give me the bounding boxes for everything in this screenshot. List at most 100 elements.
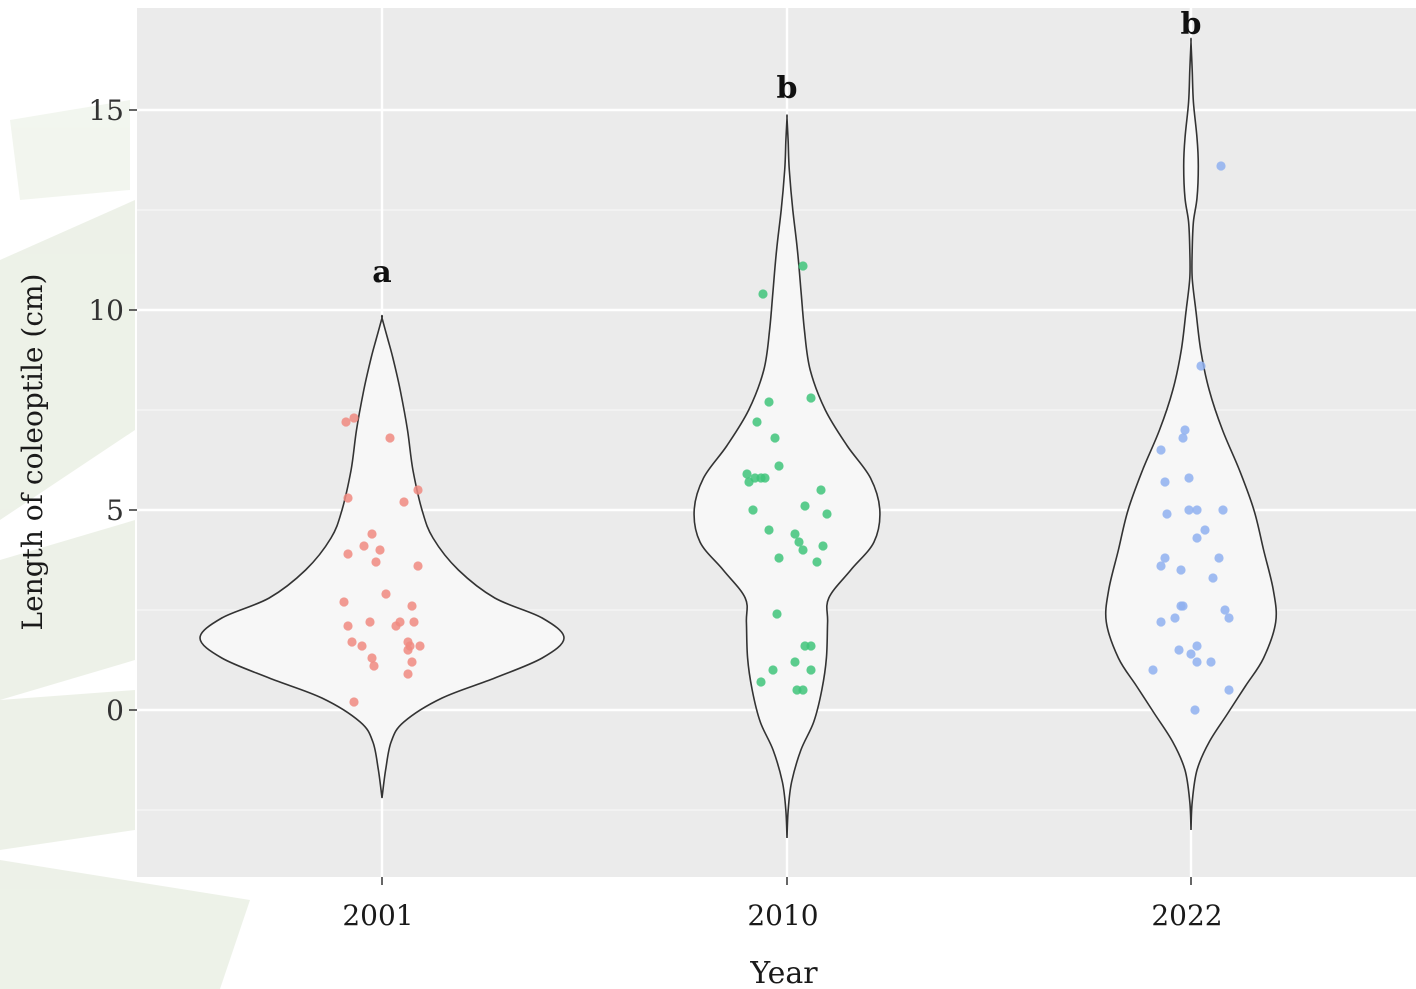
data-point-2022	[1160, 553, 1170, 563]
data-point-2001	[403, 669, 413, 679]
data-point-2001	[349, 697, 359, 707]
violin-2001	[199, 314, 565, 799]
data-point-2022	[1180, 425, 1190, 435]
data-point-2010	[774, 553, 784, 563]
data-point-2022	[1156, 445, 1166, 455]
data-point-2022	[1176, 565, 1186, 575]
data-point-2001	[415, 641, 425, 651]
data-point-2022	[1186, 649, 1196, 659]
data-point-2001	[343, 549, 353, 559]
data-point-2010	[764, 525, 774, 535]
data-point-2010	[798, 685, 808, 695]
violin-2022	[1104, 37, 1278, 831]
data-point-2022	[1218, 505, 1228, 515]
data-point-2001	[359, 541, 369, 551]
data-point-2010	[764, 397, 774, 407]
data-point-2010	[770, 433, 780, 443]
data-point-2001	[385, 433, 395, 443]
data-point-2001	[371, 557, 381, 567]
data-point-2001	[413, 561, 423, 571]
data-point-2010	[774, 461, 784, 471]
data-point-2022	[1192, 505, 1202, 515]
data-point-2001	[395, 617, 405, 627]
data-point-2022	[1190, 705, 1200, 715]
y-tick-label: 10	[88, 294, 124, 327]
data-point-2001	[343, 621, 353, 631]
data-point-2022	[1170, 613, 1180, 623]
data-point-2022	[1216, 161, 1226, 171]
data-point-2001	[349, 413, 359, 423]
data-point-2001	[381, 589, 391, 599]
group-letter-2022: b	[1181, 7, 1202, 42]
data-point-2022	[1160, 477, 1170, 487]
data-point-2001	[357, 641, 367, 651]
data-point-2010	[798, 261, 808, 271]
background-decoration	[0, 100, 250, 989]
x-tick-label: 2022	[1151, 899, 1222, 932]
data-point-2001	[367, 653, 377, 663]
data-point-2001	[339, 597, 349, 607]
data-point-2010	[806, 665, 816, 675]
data-point-2001	[365, 617, 375, 627]
data-point-2001	[413, 485, 423, 495]
data-point-2010	[758, 289, 768, 299]
data-point-2022	[1200, 525, 1210, 535]
data-point-2022	[1206, 657, 1216, 667]
data-point-2010	[798, 545, 808, 555]
data-point-2022	[1220, 605, 1230, 615]
data-point-2010	[752, 417, 762, 427]
data-point-2010	[790, 529, 800, 539]
data-point-2001	[399, 497, 409, 507]
data-point-2001	[343, 493, 353, 503]
data-point-2022	[1214, 553, 1224, 563]
data-point-2001	[369, 661, 379, 671]
data-point-2022	[1224, 613, 1234, 623]
data-point-2022	[1178, 433, 1188, 443]
data-point-2010	[756, 677, 766, 687]
data-point-2010	[742, 469, 752, 479]
data-point-2022	[1184, 473, 1194, 483]
data-point-2010	[768, 665, 778, 675]
data-point-2001	[403, 645, 413, 655]
data-point-2010	[748, 505, 758, 515]
y-tick-label: 0	[106, 694, 124, 727]
x-axis-label: Year	[749, 956, 818, 989]
data-point-2001	[375, 545, 385, 555]
data-point-2001	[407, 601, 417, 611]
data-point-2022	[1162, 509, 1172, 519]
data-point-2001	[407, 657, 417, 667]
data-point-2010	[790, 657, 800, 667]
data-point-2010	[822, 509, 832, 519]
y-axis-label: Length of coleoptile (cm)	[16, 274, 49, 631]
data-point-2001	[367, 529, 377, 539]
group-letters: a b b	[372, 7, 1201, 290]
violin-2010	[693, 114, 881, 839]
data-point-2022	[1192, 641, 1202, 651]
data-points	[339, 161, 1234, 715]
data-point-2022	[1184, 505, 1194, 515]
group-letter-2001: a	[372, 255, 391, 290]
data-point-2022	[1174, 645, 1184, 655]
group-letter-2010: b	[777, 71, 798, 106]
data-point-2022	[1196, 361, 1206, 371]
x-tick-label: 2001	[342, 899, 413, 932]
x-tick-label: 2010	[747, 899, 818, 932]
data-point-2010	[816, 485, 826, 495]
y-tick-label: 15	[88, 94, 124, 127]
data-point-2022	[1148, 665, 1158, 675]
data-point-2010	[794, 537, 804, 547]
data-point-2010	[812, 557, 822, 567]
violins	[199, 37, 1278, 839]
data-point-2001	[409, 617, 419, 627]
data-point-2022	[1156, 561, 1166, 571]
data-point-2010	[760, 473, 770, 483]
data-point-2010	[800, 501, 810, 511]
axes: 0 5 10 15 2001 2010 2022	[88, 94, 1222, 932]
data-point-2010	[806, 393, 816, 403]
data-point-2022	[1192, 657, 1202, 667]
data-point-2022	[1156, 617, 1166, 627]
data-point-2022	[1224, 685, 1234, 695]
data-point-2022	[1178, 601, 1188, 611]
data-point-2001	[341, 417, 351, 427]
